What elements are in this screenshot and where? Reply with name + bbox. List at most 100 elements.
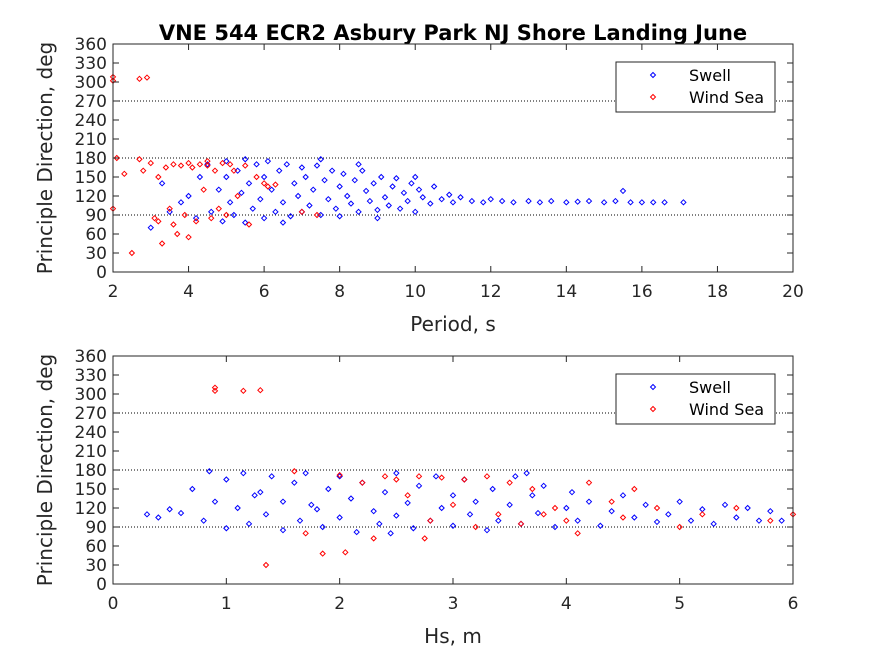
data-point-wind-sea — [151, 214, 158, 222]
data-point-swell — [408, 180, 415, 187]
data-point-swell — [359, 167, 366, 174]
data-point-swell — [506, 501, 513, 509]
data-point-wind-sea — [370, 535, 377, 542]
data-point-swell — [710, 520, 717, 528]
x-tick-label: 1 — [221, 594, 232, 614]
data-point-swell — [638, 199, 646, 206]
x-tick-label: 16 — [631, 282, 653, 302]
y-tick-label: 90 — [85, 518, 107, 538]
data-point-swell — [294, 192, 302, 200]
data-point-swell — [619, 187, 627, 195]
data-point-wind-sea — [427, 517, 434, 524]
data-point-wind-sea — [204, 157, 211, 165]
data-point-swell — [393, 175, 400, 182]
data-point-swell — [262, 511, 270, 518]
plot-period: 2 4 6 8 10 12 14 16 18 20 030609012015018021024027… — [33, 35, 804, 336]
data-point-swell — [321, 176, 328, 184]
y-tick-label: 60 — [85, 537, 107, 557]
data-point-swell — [529, 492, 536, 499]
data-point-wind-sea — [404, 492, 411, 499]
data-point-swell — [355, 161, 362, 168]
data-point-wind-sea — [257, 386, 264, 394]
data-point-swell — [347, 495, 355, 502]
data-point-swell — [627, 199, 634, 206]
data-point-swell — [612, 197, 619, 205]
data-point-swell — [404, 197, 411, 205]
legend: Swell Wind Sea — [615, 61, 776, 113]
data-point-swell — [525, 197, 532, 205]
data-point-swell — [325, 485, 332, 493]
data-point-swell — [204, 161, 211, 168]
x-tick-label: 3 — [448, 594, 459, 614]
data-point-swell — [336, 514, 343, 521]
data-point-swell — [355, 208, 362, 216]
data-point-swell — [412, 208, 419, 216]
data-point-swell — [374, 206, 381, 214]
plot-hs: 0 1 2 3 4 5 6030609012015018021024027030033036… — [33, 347, 798, 648]
data-point-wind-sea — [260, 180, 268, 187]
data-point-swell — [510, 199, 517, 206]
x-tick-label: 0 — [108, 594, 119, 614]
data-point-wind-sea — [136, 156, 143, 163]
x-tick-label: 2 — [334, 594, 345, 614]
legend-box — [615, 373, 776, 425]
data-point-swell — [540, 482, 547, 490]
data-point-swell — [230, 211, 238, 219]
data-point-wind-sea — [196, 161, 204, 168]
data-point-swell — [245, 520, 253, 528]
data-point-swell — [534, 509, 542, 517]
data-point-wind-sea — [699, 511, 706, 518]
data-point-swell — [353, 528, 360, 536]
data-point-swell — [351, 176, 358, 184]
data-point-swell — [192, 214, 200, 222]
x-tick-label: 6 — [259, 282, 270, 302]
data-point-wind-sea — [143, 74, 151, 81]
data-point-swell — [650, 199, 657, 206]
x-tick-label: 12 — [480, 282, 502, 302]
data-point-swell — [438, 504, 445, 512]
data-point-swell — [676, 498, 683, 505]
data-point-wind-sea — [174, 230, 181, 238]
data-point-swell — [721, 501, 729, 509]
data-point-wind-sea — [421, 535, 428, 542]
data-point-swell — [568, 488, 576, 496]
y-tick-label: 30 — [85, 244, 107, 264]
data-point-swell — [287, 213, 294, 220]
x-tick-label: 5 — [674, 594, 685, 614]
data-point-wind-sea — [226, 161, 234, 168]
data-point-swell — [302, 469, 309, 477]
data-point-wind-sea — [162, 164, 170, 171]
data-point-wind-sea — [192, 218, 200, 225]
data-point-swell — [381, 194, 389, 201]
legend-label: Wind Sea — [689, 400, 764, 419]
data-point-swell — [619, 492, 627, 499]
data-point-swell — [166, 506, 173, 513]
data-point-wind-sea — [359, 479, 366, 486]
data-point-swell — [291, 180, 298, 187]
data-point-swell — [302, 173, 309, 181]
data-point-swell — [449, 199, 457, 206]
data-point-swell — [143, 511, 151, 518]
data-point-swell — [410, 525, 417, 532]
legend-marker-swell — [649, 71, 657, 79]
y-tick-label: 300 — [75, 385, 107, 405]
y-tick-label: 360 — [75, 347, 107, 367]
data-point-wind-sea — [483, 473, 491, 480]
x-axis-label: Hs, m — [424, 624, 482, 648]
y-tick-label: 270 — [75, 92, 107, 112]
data-point-wind-sea — [262, 561, 270, 569]
data-point-swell — [347, 200, 355, 207]
y-tick-label: 150 — [75, 168, 107, 188]
data-point-swell — [317, 156, 324, 163]
data-point-swell — [208, 208, 215, 216]
data-point-wind-sea — [393, 476, 400, 483]
data-point-wind-sea — [219, 159, 226, 167]
data-point-wind-sea — [177, 162, 185, 169]
data-point-swell — [778, 517, 785, 524]
data-point-wind-sea — [147, 159, 154, 167]
data-point-swell — [755, 517, 763, 524]
data-point-swell — [234, 504, 241, 512]
data-point-swell — [147, 224, 154, 231]
data-point-swell — [268, 186, 275, 193]
